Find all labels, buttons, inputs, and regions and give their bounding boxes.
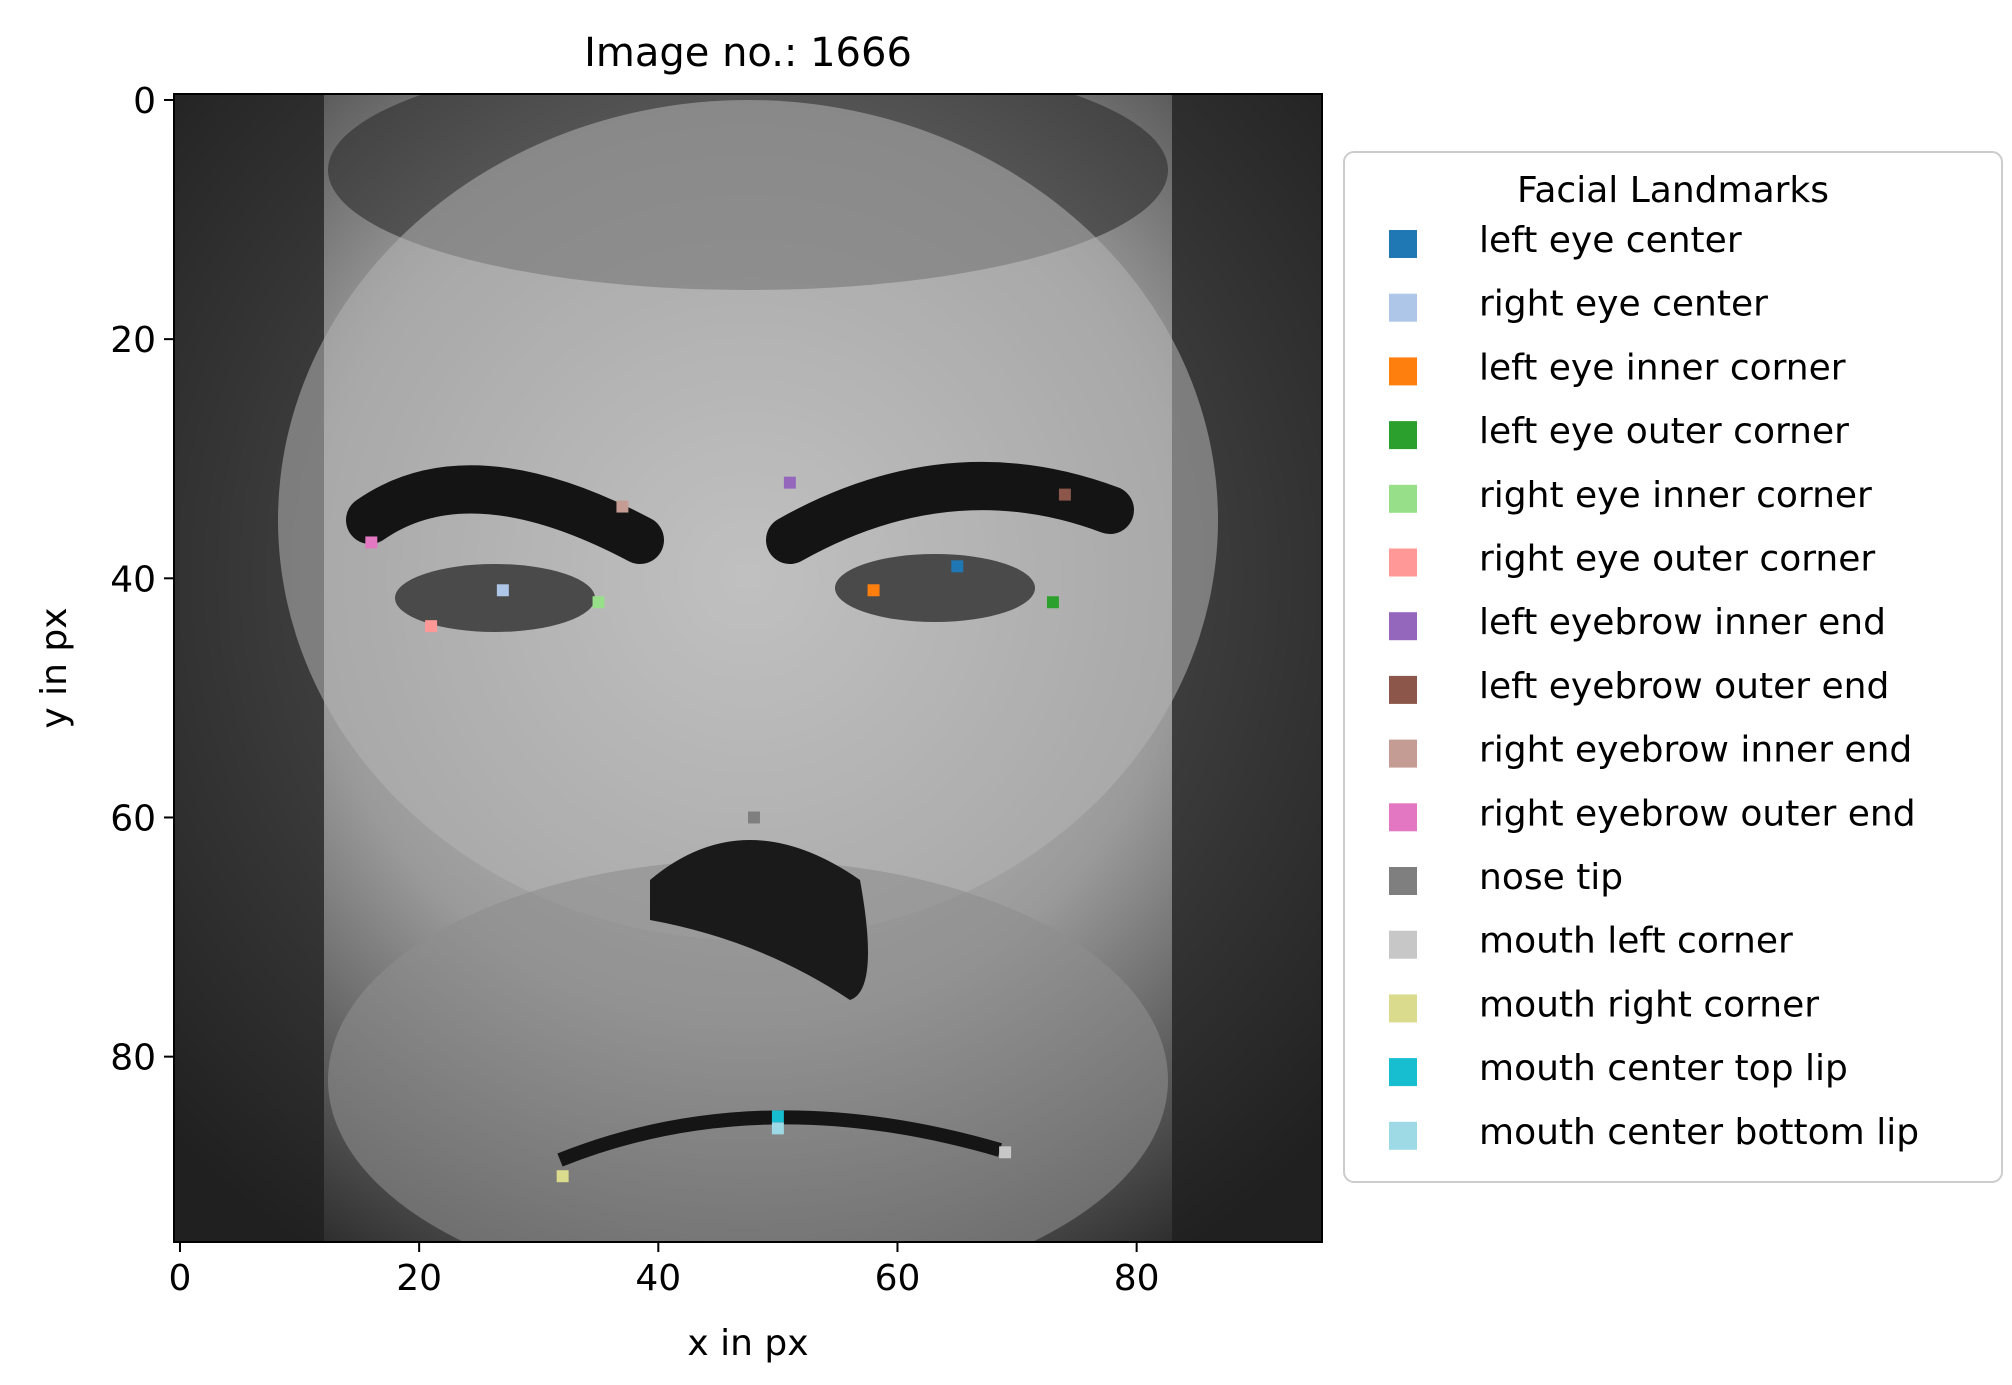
x-tick-label: 40	[635, 1258, 681, 1299]
landmark-mouth-right-corner	[556, 1170, 569, 1183]
legend-label: right eye center	[1479, 284, 1768, 325]
y-tick-label: 60	[110, 798, 156, 839]
landmark-right-eye-inner-corner	[592, 596, 605, 609]
legend-swatch	[1389, 484, 1417, 513]
legend-label: left eyebrow outer end	[1479, 666, 1889, 707]
y-axis: 0 20 40 60 80	[110, 81, 174, 1079]
legend-label: mouth right corner	[1479, 984, 1819, 1025]
y-tick-label: 80	[110, 1038, 156, 1079]
y-axis-label: y in px	[34, 607, 75, 728]
y-tick-label: 0	[133, 81, 156, 122]
chart-title: Image no.: 1666	[584, 30, 912, 76]
legend-title: Facial Landmarks	[1517, 170, 1829, 211]
landmark-mouth-left-corner	[999, 1146, 1012, 1159]
legend-label: left eyebrow inner end	[1479, 602, 1886, 643]
legend-swatch	[1389, 867, 1417, 895]
legend-swatch	[1389, 675, 1417, 704]
legend-swatch	[1389, 612, 1417, 641]
x-tick-label: 20	[396, 1258, 442, 1299]
legend-swatch	[1389, 421, 1417, 450]
landmark-mouth-center-top-lip	[771, 1110, 784, 1123]
legend-swatch	[1389, 930, 1417, 959]
legend-swatch	[1389, 357, 1417, 386]
landmark-left-eyebrow-outer-end	[1058, 488, 1071, 501]
landmark-left-eye-outer-corner	[1046, 596, 1059, 609]
legend-swatch	[1389, 1058, 1417, 1087]
legend-label: right eyebrow outer end	[1479, 793, 1916, 834]
legend-swatch	[1389, 293, 1417, 322]
legend-swatch	[1389, 230, 1417, 258]
legend-swatch	[1389, 994, 1417, 1023]
landmark-mouth-center-bottom-lip	[771, 1122, 784, 1135]
y-tick-label: 20	[110, 320, 156, 361]
y-tick-label: 40	[110, 559, 156, 600]
x-tick-label: 80	[1114, 1258, 1160, 1299]
x-tick-label: 60	[875, 1258, 921, 1299]
legend-label: mouth left corner	[1479, 921, 1793, 962]
x-axis: 0 20 40 60 80	[169, 1242, 1160, 1299]
legend-swatch	[1389, 548, 1417, 577]
x-tick-label: 0	[169, 1258, 192, 1299]
legend-label: left eye outer corner	[1479, 411, 1849, 452]
legend-swatch	[1389, 803, 1417, 832]
legend-swatch	[1389, 739, 1417, 768]
landmark-right-eyebrow-inner-end	[616, 500, 629, 513]
legend-label: right eye inner corner	[1479, 475, 1872, 516]
face-photo	[174, 94, 1322, 1242]
landmark-right-eyebrow-outer-end	[365, 536, 378, 549]
legend-label: nose tip	[1479, 857, 1623, 898]
legend-label: left eye inner corner	[1479, 347, 1846, 388]
x-axis-label: x in px	[687, 1323, 808, 1364]
landmark-right-eye-outer-corner	[425, 620, 438, 633]
landmark-left-eye-inner-corner	[867, 584, 880, 597]
landmark-points	[365, 476, 1071, 1183]
plot-frame	[173, 93, 1323, 1243]
legend-label: mouth center top lip	[1479, 1048, 1848, 1089]
legend-label: mouth center bottom lip	[1479, 1112, 1919, 1153]
legend-label: right eyebrow inner end	[1479, 730, 1912, 771]
legend-label: left eye center	[1479, 220, 1742, 261]
landmark-right-eye-center	[496, 584, 509, 597]
legend: Facial Landmarks left eye center right ey…	[1343, 151, 2003, 1183]
landmark-nose-tip	[748, 811, 760, 824]
landmark-left-eyebrow-inner-end	[783, 476, 796, 489]
landmark-left-eye-center	[951, 560, 964, 573]
legend-label: right eye outer corner	[1479, 539, 1875, 580]
legend-swatch	[1389, 1121, 1417, 1150]
legend-box	[1343, 151, 2003, 1183]
legend-items: left eye center right eye center left eye …	[1389, 220, 1919, 1153]
